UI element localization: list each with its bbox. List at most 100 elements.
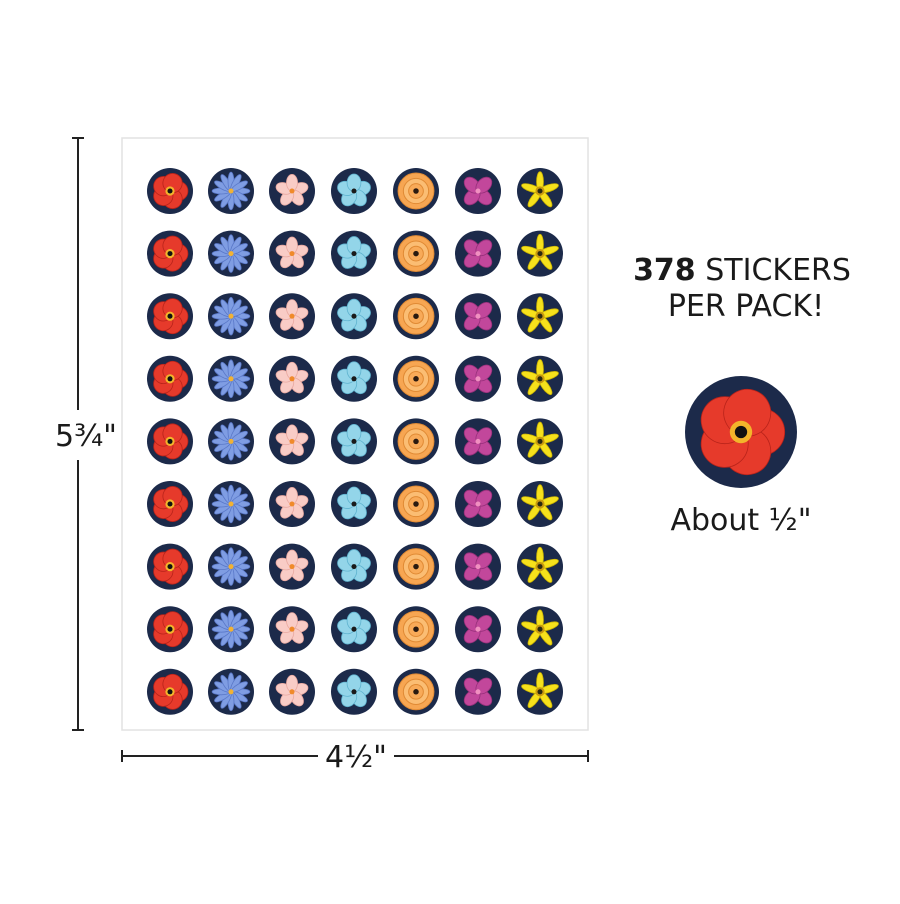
sticker <box>331 418 377 465</box>
sticker <box>208 418 254 465</box>
sticker <box>269 168 315 214</box>
flower-center <box>167 376 173 382</box>
flower-center <box>167 626 173 632</box>
sticker <box>517 168 563 214</box>
sticker-unit: STICKERS <box>705 253 851 288</box>
sticker <box>455 543 501 590</box>
sticker <box>147 293 193 340</box>
flower-center <box>351 313 357 319</box>
sticker <box>393 418 439 465</box>
sticker <box>393 481 439 527</box>
sticker <box>331 543 377 590</box>
flower-center <box>413 438 419 445</box>
flower-center <box>351 501 357 507</box>
flower-center <box>734 425 748 439</box>
flower-center <box>475 626 481 632</box>
flower-center <box>351 376 357 382</box>
flower-center <box>289 251 295 257</box>
flower-center <box>537 438 543 444</box>
sticker <box>147 543 193 590</box>
sticker <box>517 481 563 527</box>
flower-center <box>228 626 234 632</box>
sticker <box>455 355 501 402</box>
flower-center <box>413 188 419 194</box>
sticker <box>455 418 501 465</box>
flower-center <box>413 313 419 319</box>
promo-line-1: 378 STICKERS <box>633 253 851 288</box>
sticker <box>455 168 501 214</box>
sticker <box>331 355 377 402</box>
flower-center <box>475 313 481 319</box>
flower-center <box>537 564 543 570</box>
sticker <box>517 355 563 402</box>
sticker <box>455 481 501 527</box>
flower-center <box>537 689 543 695</box>
flower-center <box>228 251 234 257</box>
sticker <box>208 481 254 527</box>
sample-sticker <box>685 376 797 488</box>
flower-center <box>537 188 543 194</box>
sticker <box>269 293 315 340</box>
flower-center <box>289 188 295 194</box>
flower-center <box>289 689 295 695</box>
flower-center <box>167 188 173 194</box>
flower-center <box>537 626 543 632</box>
sticker <box>517 543 563 590</box>
sticker <box>331 606 377 653</box>
sticker <box>517 668 563 715</box>
sticker <box>147 418 193 465</box>
flower-center <box>228 188 234 194</box>
sample-size-label: About ½" <box>670 503 811 538</box>
sticker <box>455 230 501 277</box>
sticker <box>517 230 563 277</box>
flower-center <box>351 438 357 444</box>
sticker <box>455 293 501 340</box>
flower-center <box>167 251 173 257</box>
flower-center <box>351 564 357 570</box>
sticker <box>208 606 254 653</box>
flower-center <box>413 376 419 382</box>
flower-center <box>228 501 234 507</box>
flower-center <box>289 626 295 632</box>
flower-center <box>537 501 543 507</box>
sticker <box>393 606 439 653</box>
flower-center <box>475 188 481 194</box>
sticker <box>208 543 254 590</box>
height-label: 5¾" <box>55 419 117 454</box>
sticker <box>269 543 315 590</box>
sticker <box>393 668 439 715</box>
flower-center <box>475 564 481 570</box>
sticker <box>331 230 377 277</box>
flower-center <box>351 689 357 695</box>
sticker <box>517 418 563 465</box>
sticker <box>393 230 439 277</box>
sticker <box>147 355 193 402</box>
sticker <box>685 376 797 488</box>
flower-center <box>228 564 234 570</box>
flower-center <box>537 376 543 382</box>
flower-center <box>289 376 295 382</box>
flower-center <box>413 501 419 507</box>
sticker <box>269 606 315 653</box>
sticker <box>455 606 501 653</box>
sticker <box>147 481 193 527</box>
sticker <box>269 481 315 527</box>
sticker <box>269 355 315 402</box>
width-dimension <box>121 750 589 762</box>
flower-center <box>475 376 481 382</box>
flower-center <box>537 251 543 257</box>
sticker <box>269 230 315 277</box>
flower-center <box>289 438 295 444</box>
sticker <box>147 230 193 277</box>
sticker <box>331 168 377 214</box>
sticker <box>208 293 254 340</box>
sticker-count: 378 <box>633 253 696 288</box>
sticker <box>517 606 563 653</box>
flower-center <box>413 563 419 570</box>
sticker <box>208 355 254 402</box>
flower-center <box>413 250 419 257</box>
flower-center <box>351 626 357 632</box>
flower-center <box>475 689 481 695</box>
flower-center <box>167 564 173 570</box>
flower-center <box>475 501 481 507</box>
